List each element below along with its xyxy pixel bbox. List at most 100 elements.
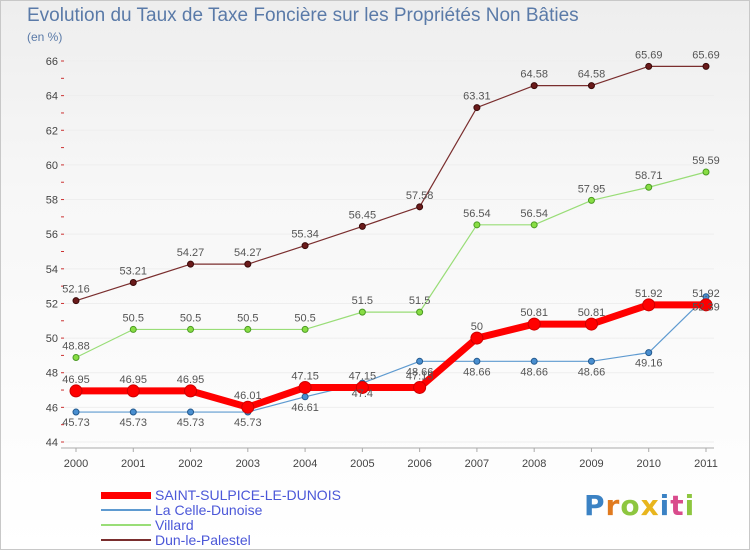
- chart-subtitle: (en %): [27, 30, 63, 44]
- data-label: 63.31: [463, 91, 491, 103]
- data-label: 53.21: [120, 265, 148, 277]
- y-tick-label: 60: [46, 160, 58, 172]
- data-point: [129, 408, 137, 416]
- x-tick-label: 2004: [293, 458, 317, 470]
- data-label: 47.15: [349, 370, 377, 382]
- data-point: [72, 353, 80, 361]
- data-point: [69, 384, 83, 398]
- x-tick-label: 2003: [236, 458, 260, 470]
- data-label: 65.69: [635, 49, 663, 61]
- data-point: [244, 260, 252, 268]
- data-point: [584, 317, 598, 331]
- x-tick-label: 2002: [178, 458, 202, 470]
- data-label: 50.5: [294, 312, 315, 324]
- x-tick-label: 2000: [64, 458, 88, 470]
- data-point: [358, 308, 366, 316]
- data-point: [416, 357, 424, 365]
- data-point: [587, 357, 595, 365]
- y-tick-label: 56: [46, 229, 58, 241]
- x-tick-label: 2009: [579, 458, 603, 470]
- legend-swatch: [101, 509, 151, 511]
- data-point: [530, 357, 538, 365]
- data-point: [645, 62, 653, 70]
- data-point: [241, 400, 255, 414]
- data-point: [473, 221, 481, 229]
- logo-letter: P: [584, 489, 606, 522]
- data-point: [129, 278, 137, 286]
- data-label: 64.58: [520, 69, 548, 81]
- data-label: 49.16: [635, 358, 663, 370]
- y-tick-label: 46: [46, 402, 58, 414]
- legend-label: Dun-le-Palestel: [155, 532, 251, 548]
- data-point: [187, 260, 195, 268]
- legend-swatch: [101, 539, 151, 541]
- chart-title: Evolution du Taux de Taxe Foncière sur l…: [27, 5, 579, 26]
- data-label: 51.5: [352, 295, 373, 307]
- data-label: 48.66: [406, 366, 434, 378]
- data-point: [72, 297, 80, 305]
- data-point: [587, 82, 595, 90]
- data-point: [645, 349, 653, 357]
- y-tick-label: 44: [46, 437, 58, 449]
- data-label: 64.58: [578, 69, 606, 81]
- data-point: [184, 384, 198, 398]
- data-point: [702, 62, 710, 70]
- legend-label: La Celle-Dunoise: [155, 502, 263, 518]
- data-label: 54.27: [234, 247, 262, 259]
- data-point: [702, 168, 710, 176]
- data-label: 47.4: [352, 388, 373, 400]
- logo-letter: r: [605, 489, 621, 522]
- data-label: 48.66: [578, 366, 606, 378]
- data-label: 52.16: [62, 284, 90, 296]
- data-point: [473, 357, 481, 365]
- data-label: 55.34: [291, 229, 319, 241]
- data-label: 54.27: [177, 247, 205, 259]
- legend-label: Villard: [155, 517, 194, 533]
- data-label: 46.01: [234, 390, 262, 402]
- series-line: [75, 171, 707, 359]
- data-label: 46.95: [120, 374, 148, 386]
- y-tick-label: 52: [46, 298, 58, 310]
- data-point: [301, 393, 309, 401]
- data-point: [301, 325, 309, 333]
- logo-letter: o: [620, 489, 641, 522]
- y-tick-label: 54: [46, 264, 58, 276]
- data-label: 51.5: [409, 295, 430, 307]
- data-point: [244, 325, 252, 333]
- data-label: 47.15: [291, 370, 319, 382]
- y-tick-label: 62: [46, 125, 58, 137]
- proxiti-logo: Proxiti: [584, 489, 695, 522]
- data-point: [129, 325, 137, 333]
- data-label: 56.54: [520, 208, 548, 220]
- data-label: 50.5: [237, 312, 258, 324]
- y-tick-label: 58: [46, 195, 58, 207]
- data-label: 56.54: [463, 208, 491, 220]
- data-point: [530, 82, 538, 90]
- data-label: 50: [471, 321, 483, 333]
- legend-swatch: [101, 524, 151, 526]
- data-point: [645, 183, 653, 191]
- data-label: 59.59: [692, 155, 720, 167]
- legend-swatch: [101, 492, 151, 499]
- data-label: 50.81: [578, 307, 606, 319]
- data-label: 51.92: [635, 288, 663, 300]
- data-point: [301, 242, 309, 250]
- series-line: [75, 65, 706, 302]
- y-tick-label: 48: [46, 368, 58, 380]
- data-label: 50.81: [520, 307, 548, 319]
- data-point: [527, 317, 541, 331]
- data-label: 48.66: [520, 366, 548, 378]
- data-point: [587, 196, 595, 204]
- data-label: 56.45: [349, 209, 377, 221]
- data-label: 58.71: [635, 170, 663, 182]
- data-label: 46.95: [177, 374, 205, 386]
- data-point: [530, 221, 538, 229]
- logo-letter: i: [659, 489, 671, 522]
- data-point: [473, 104, 481, 112]
- data-label: 57.58: [406, 190, 434, 202]
- data-point: [126, 384, 140, 398]
- data-label: 47.15: [406, 370, 434, 382]
- data-point: [470, 331, 484, 345]
- series-line: [76, 301, 706, 411]
